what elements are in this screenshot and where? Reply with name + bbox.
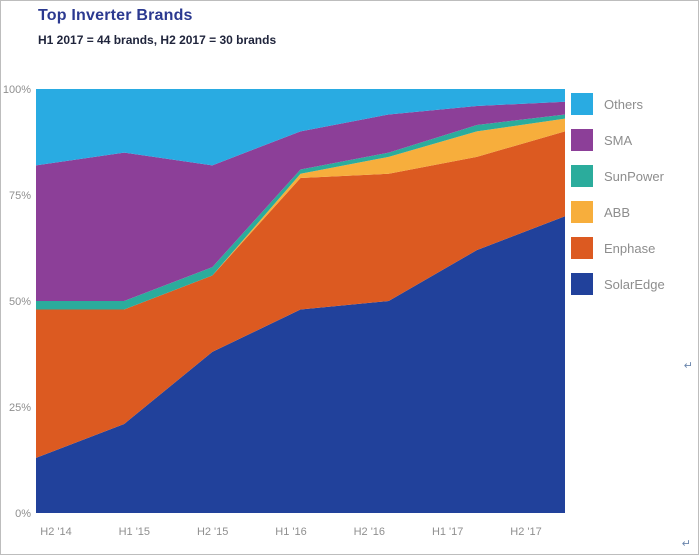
- x-axis-tick: H2 '16: [354, 526, 385, 538]
- x-axis-tick: H1 '17: [432, 526, 463, 538]
- area-abb: [36, 118, 565, 310]
- x-axis-tick: H1 '16: [275, 526, 306, 538]
- legend-item-sunpower: SunPower: [571, 165, 665, 187]
- area-solaredge: [36, 216, 565, 513]
- legend-item-enphase: Enphase: [571, 237, 665, 259]
- x-axis-tick: H2 '17: [510, 526, 541, 538]
- y-axis-tick: 75%: [9, 190, 31, 202]
- legend-label: SolarEdge: [604, 276, 665, 292]
- legend-item-solaredge: SolarEdge: [571, 273, 665, 295]
- chart-legend: Others SMA SunPower ABB Enphase SolarEdge: [571, 93, 665, 309]
- area-others: [36, 89, 565, 166]
- legend-label: Others: [604, 96, 644, 112]
- legend-item-abb: ABB: [571, 201, 665, 223]
- legend-swatch: [571, 273, 593, 295]
- legend-swatch: [571, 201, 593, 223]
- x-axis-tick: H1 '15: [119, 526, 150, 538]
- y-axis-tick: 0%: [15, 508, 31, 520]
- legend-swatch: [571, 237, 593, 259]
- y-axis-tick: 50%: [9, 296, 31, 308]
- area-enphase: [36, 131, 565, 458]
- legend-label: ABB: [604, 204, 631, 220]
- legend-item-sma: SMA: [571, 129, 665, 151]
- y-axis-tick: 100%: [3, 84, 31, 96]
- legend-label: SunPower: [604, 168, 664, 184]
- legend-swatch: [571, 129, 593, 151]
- x-axis-tick: H2 '15: [197, 526, 228, 538]
- x-axis-tick: H2 '14: [40, 526, 71, 538]
- area-sma: [36, 101, 565, 301]
- return-mark: ↵: [683, 360, 693, 372]
- legend-label: SMA: [604, 132, 633, 148]
- legend-item-others: Others: [571, 93, 665, 115]
- legend-swatch: [571, 165, 593, 187]
- legend-label: Enphase: [604, 240, 656, 256]
- legend-swatch: [571, 93, 593, 115]
- return-mark: ↵: [681, 538, 691, 550]
- y-axis-tick: 25%: [9, 402, 31, 414]
- chart-subtitle: H1 2017 = 44 brands, H2 2017 = 30 brands: [38, 33, 277, 47]
- chart-title: Top Inverter Brands: [38, 7, 193, 24]
- stacked-area-chart: 0% 25% 50% 75% 100% H2 '14 H1 '15 H2 '15 H1 '16 H…: [3, 84, 565, 538]
